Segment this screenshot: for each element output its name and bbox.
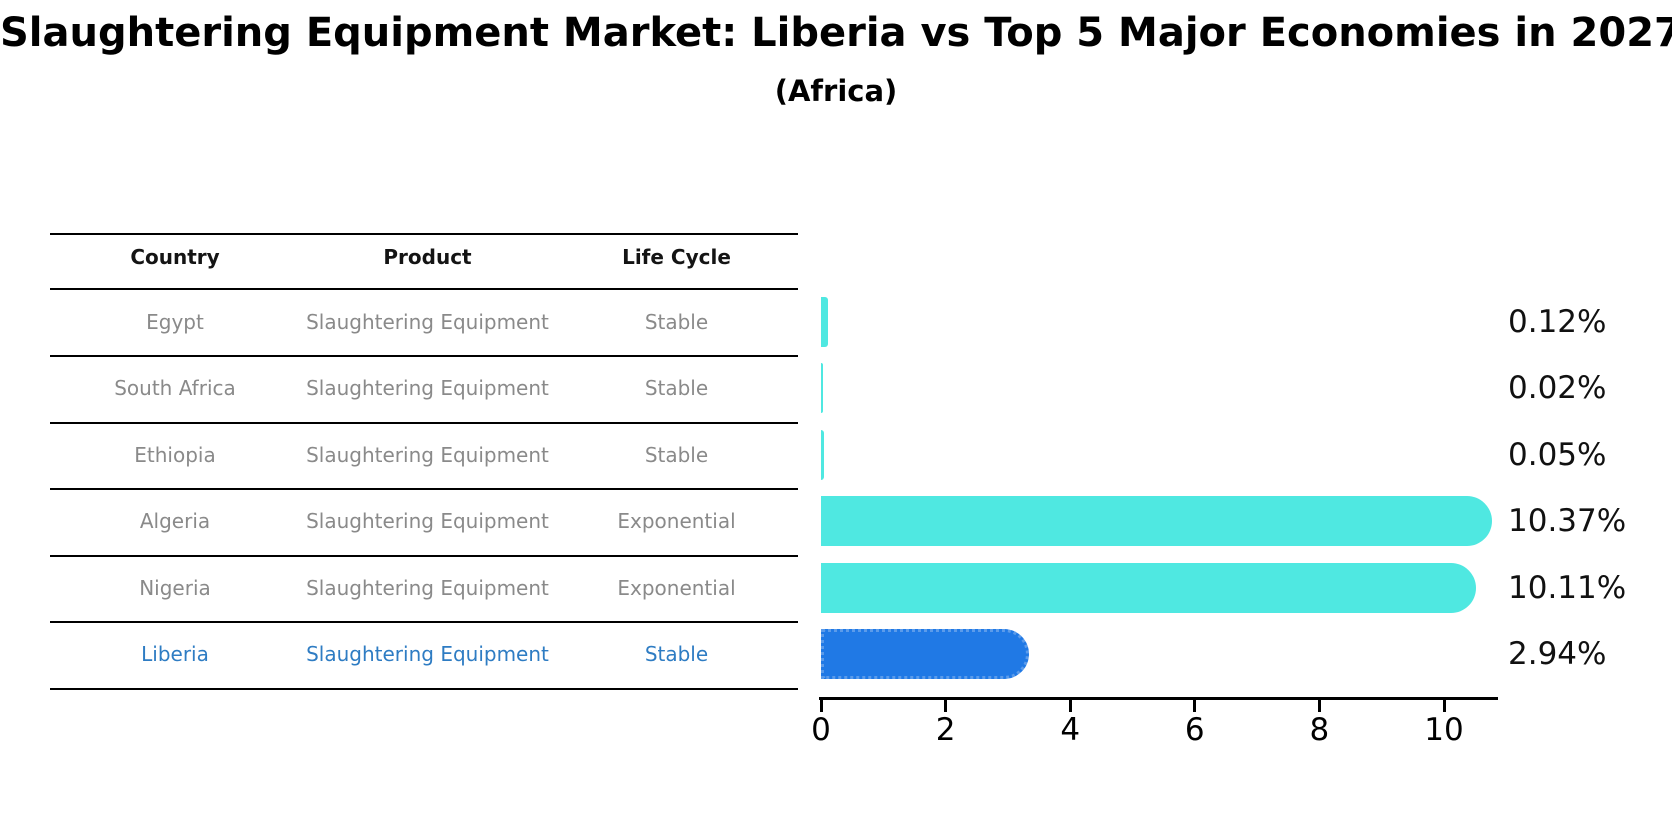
table-cell-product: Slaughtering Equipment	[306, 575, 549, 600]
table-header-cell-life-cycle: Life Cycle	[622, 245, 731, 269]
x-axis-tick-label: 0	[811, 712, 831, 748]
value-label: 10.11%	[1508, 569, 1627, 606]
table-header-cell-country: Country	[130, 245, 220, 269]
x-axis-tick	[1068, 700, 1072, 712]
x-axis-tick-label: 10	[1424, 712, 1464, 748]
table-rule-line	[50, 688, 798, 690]
table-rule-line	[50, 233, 798, 235]
table-rule-line	[50, 488, 798, 490]
table-cell-country: South Africa	[114, 376, 236, 401]
table-cell-product: Slaughtering Equipment	[306, 642, 549, 666]
value-label: 0.05%	[1508, 436, 1607, 473]
x-axis-tick	[1193, 700, 1197, 712]
table-row: Egypt Slaughtering Equipment Stable	[50, 305, 798, 339]
page-subtitle: (Africa)	[774, 74, 898, 108]
x-axis-tick-label: 2	[935, 712, 956, 748]
table-row: Nigeria Slaughtering Equipment Exponential	[50, 571, 798, 605]
value-label: 10.37%	[1508, 503, 1627, 540]
bar-egypt	[821, 297, 829, 347]
bar-south-africa	[821, 363, 823, 414]
table-row: South Africa Slaughtering Equipment Stable	[50, 371, 798, 405]
table-header-row: Country Product Life Cycle	[50, 240, 798, 274]
x-axis-tick	[1317, 700, 1321, 712]
bar-liberia	[821, 629, 1030, 679]
table-cell-life-cycle: Stable	[644, 310, 709, 334]
bar-ethiopia	[821, 429, 825, 480]
table-cell-life-cycle: Exponential	[617, 575, 736, 600]
bar-nigeria	[821, 562, 1476, 613]
table-rule-line	[50, 288, 798, 290]
page-title: Slaughtering Equipment Market: Liberia v…	[0, 10, 1672, 56]
x-axis-tick-label: 4	[1060, 712, 1081, 748]
table-cell-life-cycle: Stable	[644, 376, 709, 401]
table-cell-country: Algeria	[139, 509, 211, 534]
x-axis-tick	[819, 700, 823, 712]
table-cell-country: Egypt	[146, 310, 204, 334]
table-cell-country: Liberia	[141, 642, 209, 666]
table-rule-line	[50, 621, 798, 623]
x-axis-tick	[1442, 700, 1446, 712]
table-rule-line	[50, 355, 798, 357]
table-row: Liberia Slaughtering Equipment Stable	[50, 637, 798, 671]
table-cell-life-cycle: Stable	[644, 642, 709, 666]
table-cell-product: Slaughtering Equipment	[306, 509, 549, 534]
table-row: Algeria Slaughtering Equipment Exponential	[50, 504, 798, 538]
value-label: 0.02%	[1508, 370, 1607, 407]
table-cell-product: Slaughtering Equipment	[306, 442, 549, 467]
table-cell-life-cycle: Exponential	[617, 509, 736, 534]
value-label: 2.94%	[1508, 636, 1607, 672]
table-rule-line	[50, 422, 798, 424]
table-row: Ethiopia Slaughtering Equipment Stable	[50, 438, 798, 472]
value-label: 0.12%	[1508, 304, 1607, 340]
table-header-cell-product: Product	[383, 245, 472, 269]
x-axis-tick-label: 8	[1309, 712, 1330, 748]
x-axis-tick	[944, 700, 948, 712]
bar-algeria	[821, 496, 1493, 547]
table-cell-life-cycle: Stable	[644, 442, 709, 467]
table-cell-product: Slaughtering Equipment	[306, 376, 549, 401]
table-rule-line	[50, 555, 798, 557]
x-axis-line	[819, 697, 1498, 700]
table-cell-product: Slaughtering Equipment	[306, 310, 549, 334]
x-axis-tick-label: 6	[1184, 712, 1205, 748]
table-cell-country: Nigeria	[139, 575, 211, 600]
table-cell-country: Ethiopia	[134, 442, 216, 467]
